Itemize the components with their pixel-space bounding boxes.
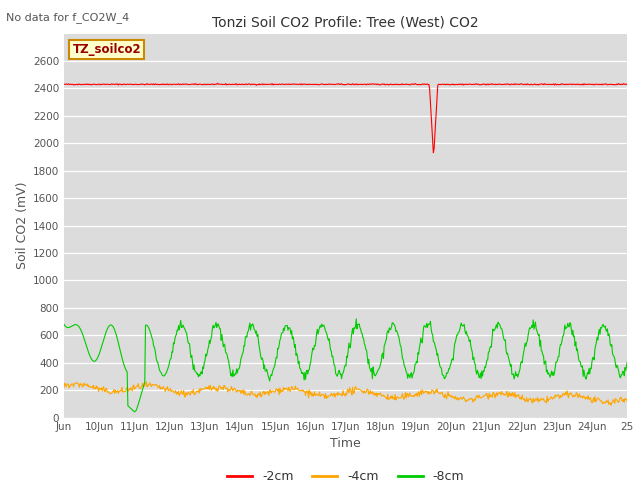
- Text: No data for f_CO2W_4: No data for f_CO2W_4: [6, 12, 130, 23]
- Text: TZ_soilco2: TZ_soilco2: [72, 43, 141, 56]
- Y-axis label: Soil CO2 (mV): Soil CO2 (mV): [16, 182, 29, 269]
- Legend: -2cm, -4cm, -8cm: -2cm, -4cm, -8cm: [222, 465, 469, 480]
- X-axis label: Time: Time: [330, 437, 361, 450]
- Title: Tonzi Soil CO2 Profile: Tree (West) CO2: Tonzi Soil CO2 Profile: Tree (West) CO2: [212, 16, 479, 30]
